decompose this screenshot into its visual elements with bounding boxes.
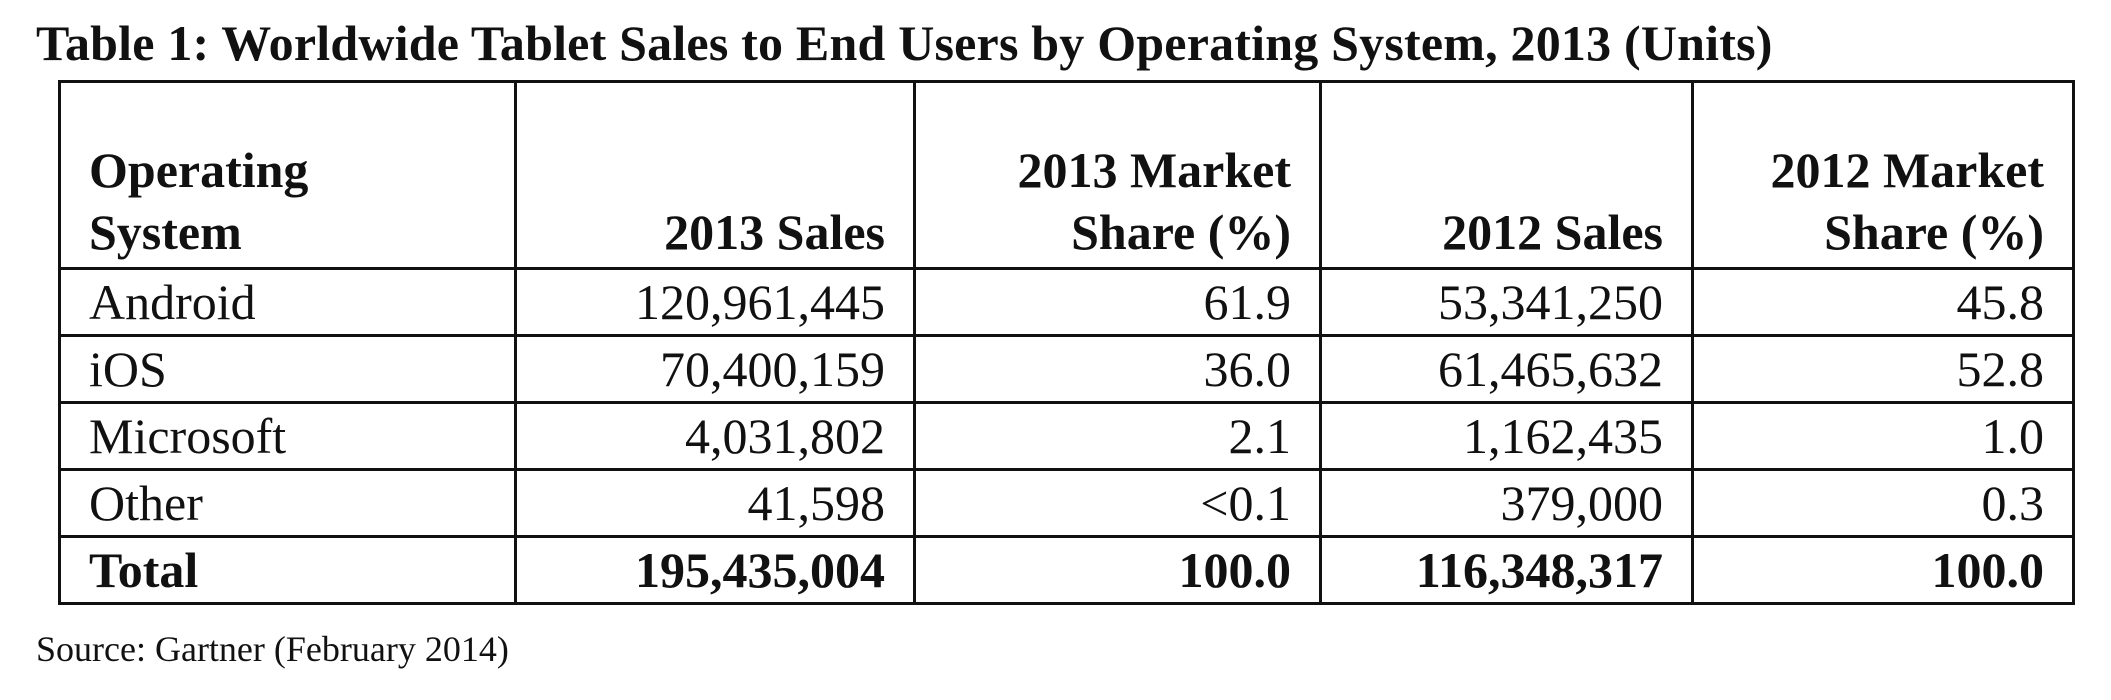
cell-2013-share: 2.1 <box>913 402 1322 470</box>
header-line: Share (%) <box>1071 204 1291 260</box>
table-row: Other 41,598 <0.1 379,000 0.3 <box>58 469 2075 537</box>
header-line: 2012 Market <box>1770 142 2044 198</box>
cell-2013-share: <0.1 <box>913 469 1322 537</box>
cell-2013-sales: 70,400,159 <box>514 335 916 403</box>
cell-2013-sales: 4,031,802 <box>514 402 916 470</box>
header-line: Operating <box>89 142 309 198</box>
cell-2013-share: 61.9 <box>913 268 1322 336</box>
header-2013-sales: 2013 Sales <box>514 81 916 269</box>
header-row: Operating System 2013 Sales 2013 Market … <box>58 81 2075 269</box>
cell-total-label: Total <box>58 536 517 604</box>
table-body: Android 120,961,445 61.9 53,341,250 45.8… <box>58 268 2075 604</box>
header-operating-system: Operating System <box>58 81 517 269</box>
table-row: Microsoft 4,031,802 2.1 1,162,435 1.0 <box>58 402 2075 470</box>
cell-2012-sales: 1,162,435 <box>1319 402 1694 470</box>
header-2013-market-share: 2013 Market Share (%) <box>913 81 1322 269</box>
cell-total-2012-share: 100.0 <box>1691 536 2075 604</box>
cell-2012-sales: 53,341,250 <box>1319 268 1694 336</box>
header-2012-sales: 2012 Sales <box>1319 81 1694 269</box>
cell-2012-share: 52.8 <box>1691 335 2075 403</box>
cell-os: Microsoft <box>58 402 517 470</box>
header-2012-market-share: 2012 Market Share (%) <box>1691 81 2075 269</box>
table-header: Operating System 2013 Sales 2013 Market … <box>58 81 2075 269</box>
cell-2013-share: 36.0 <box>913 335 1322 403</box>
cell-total-2013-sales: 195,435,004 <box>514 536 916 604</box>
cell-2012-share: 45.8 <box>1691 268 2075 336</box>
table-row: iOS 70,400,159 36.0 61,465,632 52.8 <box>58 335 2075 403</box>
total-row: Total 195,435,004 100.0 116,348,317 100.… <box>58 536 2075 604</box>
header-line: 2013 Market <box>1017 142 1291 198</box>
cell-os: Android <box>58 268 517 336</box>
cell-2012-sales: 379,000 <box>1319 469 1694 537</box>
header-line: Share (%) <box>1824 204 2044 260</box>
cell-2012-share: 1.0 <box>1691 402 2075 470</box>
cell-total-2012-sales: 116,348,317 <box>1319 536 1694 604</box>
header-line: 2013 Sales <box>664 204 885 260</box>
cell-2013-sales: 41,598 <box>514 469 916 537</box>
source-note: Source: Gartner (February 2014) <box>36 629 509 669</box>
cell-total-2013-share: 100.0 <box>913 536 1322 604</box>
cell-2012-share: 0.3 <box>1691 469 2075 537</box>
table-caption: Table 1: Worldwide Tablet Sales to End U… <box>36 15 1773 71</box>
cell-2013-sales: 120,961,445 <box>514 268 916 336</box>
cell-os: Other <box>58 469 517 537</box>
header-line: 2012 Sales <box>1442 204 1663 260</box>
table-row: Android 120,961,445 61.9 53,341,250 45.8 <box>58 268 2075 336</box>
cell-os: iOS <box>58 335 517 403</box>
header-line: System <box>89 204 242 260</box>
cell-2012-sales: 61,465,632 <box>1319 335 1694 403</box>
tablet-sales-table: Operating System 2013 Sales 2013 Market … <box>58 80 2075 605</box>
